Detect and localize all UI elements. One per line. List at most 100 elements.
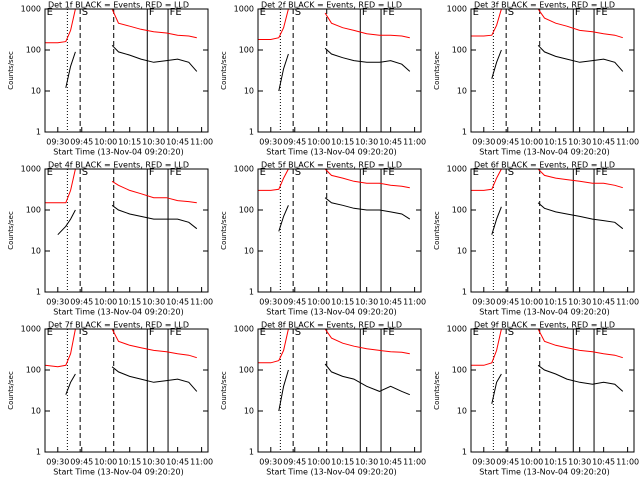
panel: Det 6f BLACK = Events, RED = LLD Start Ti… — [433, 161, 639, 317]
interval-label: F — [362, 167, 368, 178]
y-tick-label: 1 — [249, 288, 254, 297]
series-line — [65, 366, 198, 395]
x-tick-label: 10:30 — [142, 138, 165, 147]
x-tick-label: 10:45 — [379, 298, 402, 307]
y-tick-label: 1 — [462, 448, 467, 457]
x-tick-label: 10:30 — [142, 298, 165, 307]
x-tick-label: 10:00 — [94, 138, 117, 147]
y-tick-label: 1000 — [21, 325, 41, 334]
y-tick-label: 1000 — [447, 5, 467, 14]
x-tick-label: 10:45 — [592, 458, 615, 467]
plot-frame — [44, 328, 209, 453]
series-line — [258, 329, 410, 364]
y-axis-label: Counts/sec — [220, 371, 228, 410]
interval-label: E — [47, 327, 53, 338]
x-tick-label: 10:00 — [520, 458, 543, 467]
x-tick-label: 09:30 — [259, 458, 282, 467]
y-tick-label: 100 — [26, 366, 41, 375]
chart-title: Det 7f BLACK = Events, RED = LLD — [48, 321, 189, 330]
x-tick-label: 10:15 — [118, 298, 141, 307]
x-tick-label: 10:45 — [592, 298, 615, 307]
x-tick-label: 09:30 — [46, 298, 69, 307]
y-axis-label: Counts/sec — [7, 51, 15, 90]
plot-area — [258, 329, 410, 452]
interval-label: FE — [170, 7, 182, 18]
x-tick-label: 11:00 — [403, 458, 426, 467]
interval-label: E — [260, 327, 266, 338]
interval-label: E — [260, 167, 266, 178]
x-tick-label: 10:15 — [118, 458, 141, 467]
interval-label: S — [82, 167, 88, 178]
x-tick-label: 10:15 — [544, 298, 567, 307]
interval-label: FE — [596, 7, 608, 18]
interval-label: FE — [596, 327, 608, 338]
x-axis-label: Start Time (13-Nov-04 09:20:20) — [479, 468, 609, 477]
plot-frame — [44, 168, 209, 293]
plot-frame — [470, 328, 635, 453]
y-tick-label: 1 — [249, 128, 254, 137]
series-line — [45, 9, 197, 44]
plot-frame — [257, 168, 422, 293]
y-tick-label: 1000 — [21, 5, 41, 14]
plot-area — [471, 329, 624, 452]
x-tick-label: 11:00 — [616, 458, 639, 467]
plot-area — [45, 329, 198, 452]
series-line — [45, 329, 197, 368]
x-tick-label: 10:00 — [307, 138, 330, 147]
y-tick-label: 100 — [452, 366, 467, 375]
x-tick-label: 10:00 — [307, 458, 330, 467]
chart-title: Det 6f BLACK = Events, RED = LLD — [474, 161, 615, 170]
interval-label: S — [508, 167, 514, 178]
series-line — [65, 44, 198, 88]
y-tick-label: 100 — [26, 46, 41, 55]
interval-label: S — [82, 327, 88, 338]
y-tick-label: 10 — [31, 247, 41, 256]
x-tick-label: 09:45 — [70, 138, 93, 147]
y-tick-label: 1000 — [447, 165, 467, 174]
x-tick-label: 10:45 — [166, 298, 189, 307]
y-tick-label: 10 — [457, 247, 467, 256]
x-tick-label: 10:00 — [94, 458, 117, 467]
x-axis-label: Start Time (13-Nov-04 09:20:20) — [266, 148, 396, 157]
interval-label: E — [260, 7, 266, 18]
x-axis-label: Start Time (13-Nov-04 09:20:20) — [266, 468, 396, 477]
x-tick-label: 10:00 — [520, 138, 543, 147]
interval-label: E — [47, 7, 53, 18]
chart-title: Det 1f BLACK = Events, RED = LLD — [48, 1, 189, 10]
y-tick-label: 1 — [249, 448, 254, 457]
plot-area — [471, 169, 624, 292]
y-tick-label: 10 — [31, 407, 41, 416]
y-tick-label: 10 — [457, 407, 467, 416]
y-tick-label: 10 — [244, 407, 254, 416]
panel: Det 9f BLACK = Events, RED = LLD Start Ti… — [433, 321, 639, 477]
x-tick-label: 10:15 — [544, 138, 567, 147]
interval-label: E — [473, 167, 479, 178]
y-axis-label: Counts/sec — [220, 211, 228, 250]
panel: Det 8f BLACK = Events, RED = LLD Start Ti… — [220, 321, 426, 477]
y-axis-label: Counts/sec — [433, 211, 441, 250]
interval-label: FE — [596, 167, 608, 178]
y-tick-label: 100 — [239, 46, 254, 55]
x-tick-label: 10:15 — [118, 138, 141, 147]
y-tick-label: 1000 — [234, 5, 254, 14]
y-tick-label: 1000 — [234, 165, 254, 174]
y-axis-label: Counts/sec — [433, 371, 441, 410]
chart-title: Det 5f BLACK = Events, RED = LLD — [261, 161, 402, 170]
plot-area — [45, 169, 198, 292]
panel: Det 5f BLACK = Events, RED = LLD Start Ti… — [220, 161, 426, 317]
x-tick-label: 10:30 — [142, 458, 165, 467]
interval-label: FE — [383, 327, 395, 338]
y-axis-label: Counts/sec — [7, 371, 15, 410]
y-tick-label: 1 — [462, 128, 467, 137]
interval-label: F — [149, 7, 155, 18]
x-axis-label: Start Time (13-Nov-04 09:20:20) — [53, 148, 183, 157]
y-tick-label: 1 — [462, 288, 467, 297]
x-tick-label: 09:45 — [496, 458, 519, 467]
x-tick-label: 09:30 — [472, 298, 495, 307]
y-tick-label: 100 — [239, 206, 254, 215]
x-tick-label: 09:30 — [259, 298, 282, 307]
plot-area — [471, 9, 624, 132]
chart-title: Det 3f BLACK = Events, RED = LLD — [474, 1, 615, 10]
interval-label: S — [295, 327, 301, 338]
panel: Det 1f BLACK = Events, RED = LLD Start Ti… — [7, 1, 213, 157]
